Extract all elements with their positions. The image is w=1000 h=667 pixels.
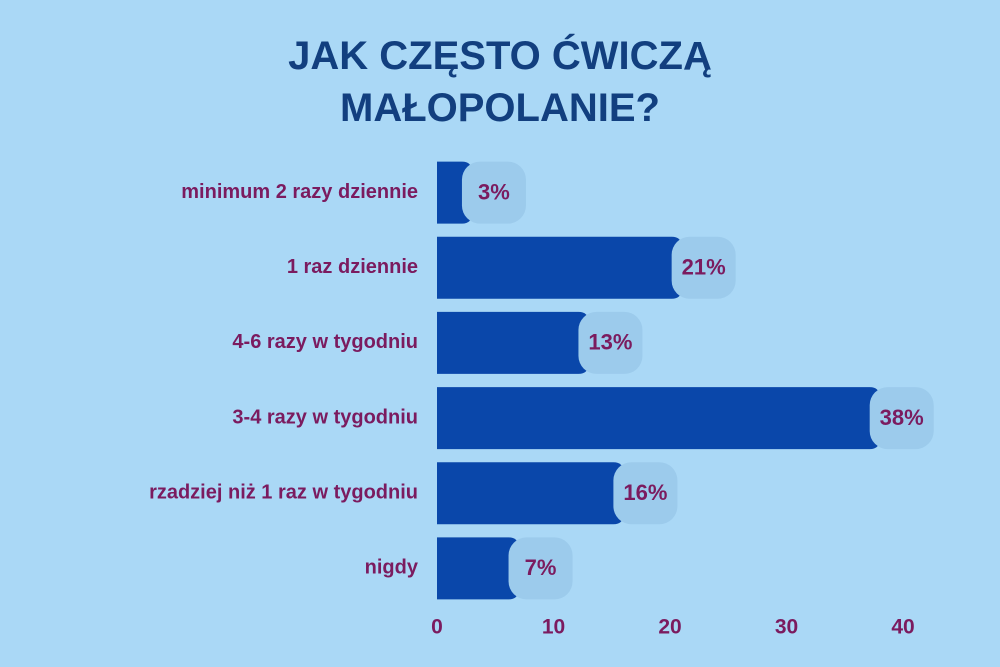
value-label: 21% <box>682 255 726 280</box>
bar <box>437 537 519 600</box>
bar <box>437 387 880 450</box>
y-tick-label: 1 raz dziennie <box>287 256 418 278</box>
y-tick-label: nigdy <box>365 557 419 579</box>
value-label: 7% <box>525 555 557 580</box>
y-tick-label: 3-4 razy w tygodniu <box>232 406 418 428</box>
value-label-pill <box>508 537 573 600</box>
value-label-pill <box>869 387 934 450</box>
y-tick-label: 4-6 razy w tygodniu <box>232 331 418 353</box>
value-label: 16% <box>623 480 667 505</box>
value-label: 13% <box>588 330 632 355</box>
y-tick-label: minimum 2 razy dziennie <box>181 181 418 203</box>
bar <box>437 236 682 299</box>
value-label-pill <box>461 161 526 224</box>
x-tick-label: 30 <box>775 616 798 639</box>
value-label-pill <box>613 462 678 525</box>
x-tick-label: 0 <box>431 616 443 639</box>
bar <box>437 462 624 525</box>
y-tick-label: rzadziej niż 1 raz w tygodniu <box>149 482 418 504</box>
x-tick-label: 10 <box>542 616 565 639</box>
x-tick-label: 40 <box>891 616 914 639</box>
value-label: 3% <box>478 179 510 204</box>
chart-title: JAK CZĘSTO ĆWICZĄ MAŁOPOLANIE? <box>288 34 712 130</box>
value-label: 38% <box>880 405 924 430</box>
value-label-pill <box>578 311 643 374</box>
x-tick-label: 20 <box>658 616 681 639</box>
value-label-pill <box>671 236 736 299</box>
bar <box>437 311 589 374</box>
